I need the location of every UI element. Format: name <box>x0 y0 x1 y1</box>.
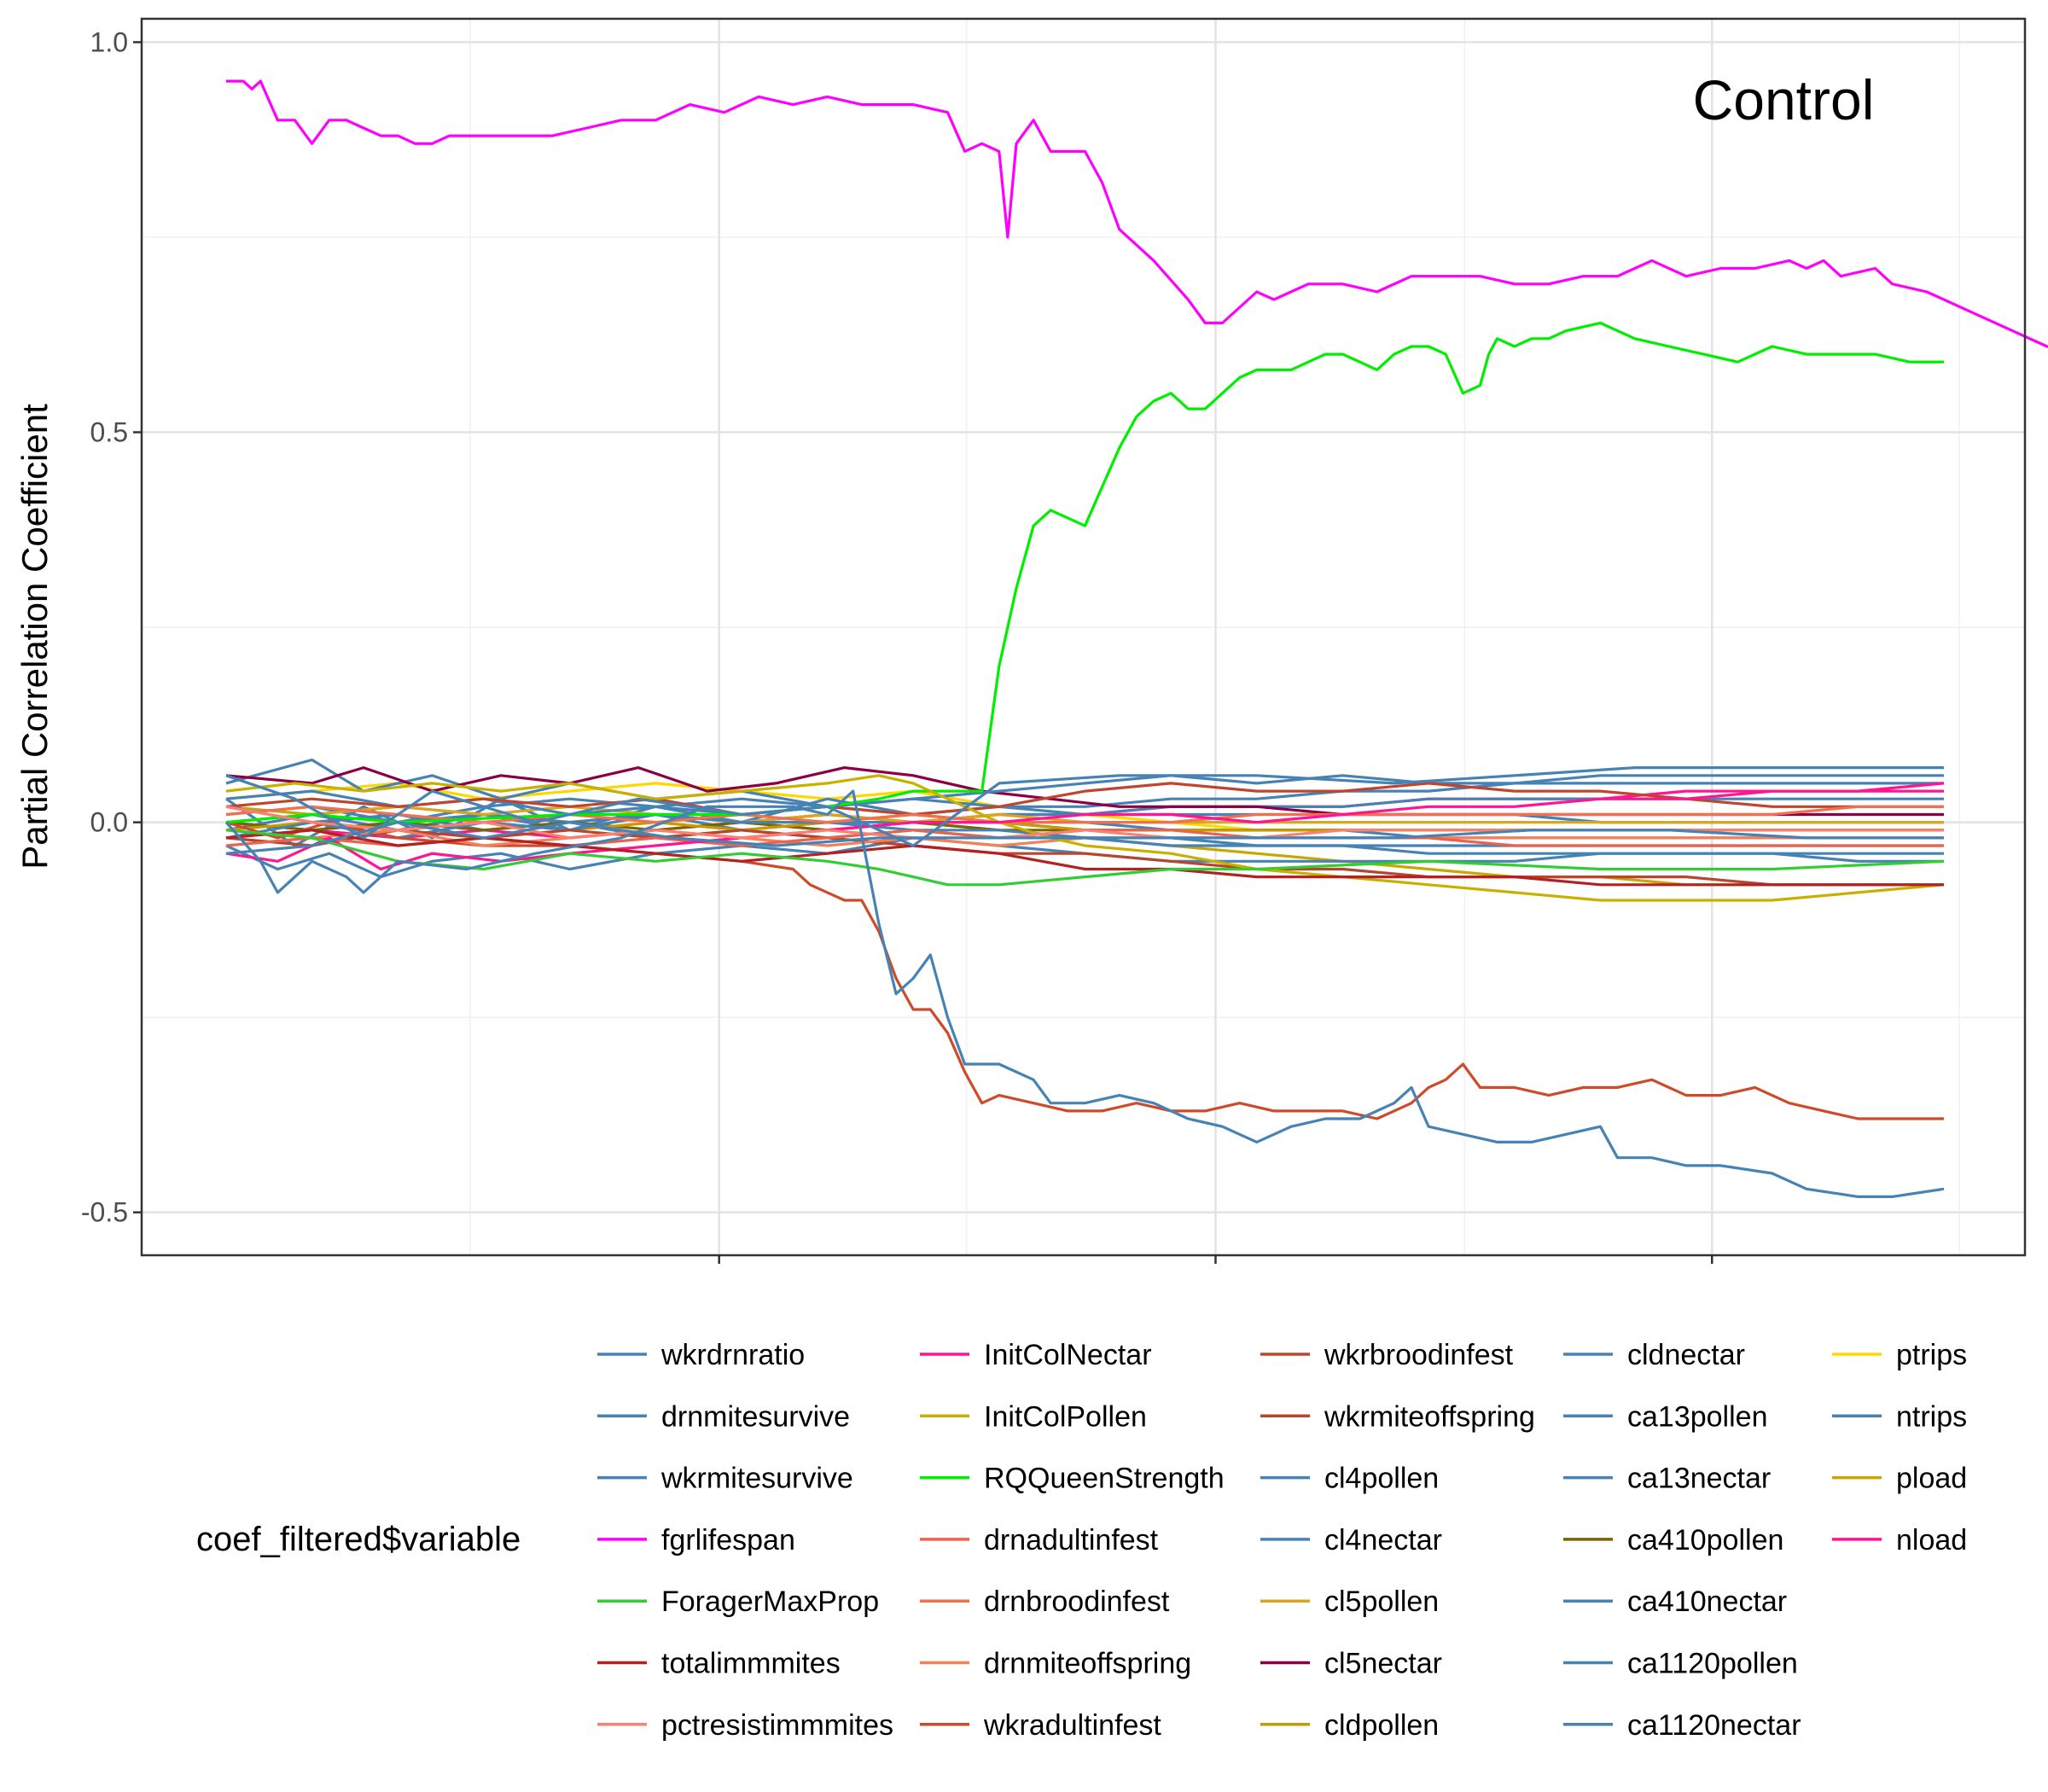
legend-label-totalimmmites: totalimmmites <box>661 1648 841 1680</box>
legend-label-wkrmitesurvive: wkrmitesurvive <box>660 1463 853 1495</box>
series-line-wkrbroodinfest <box>225 782 1944 817</box>
legend-title: coef_filtered$variable <box>196 1521 521 1558</box>
legend-label-initcolnectar: InitColNectar <box>984 1339 1152 1371</box>
panel-annotation: Control <box>1693 68 1875 131</box>
axes: -0.5 0.0 0.5 1.0 <box>81 26 1713 1264</box>
gridlines <box>142 19 2025 1255</box>
legend-label-ca13nectar: ca13nectar <box>1627 1463 1771 1495</box>
y-tick-label: 0.0 <box>90 807 128 838</box>
legend-label-drnbroodinfest: drnbroodinfest <box>984 1585 1170 1618</box>
series-line-rqqueenstrength <box>225 321 1944 824</box>
legend-label-rqqueenstrength: RQQueenStrength <box>984 1463 1225 1495</box>
series-lines <box>224 79 2048 1198</box>
legend-label-drnmitesurvive: drnmitesurvive <box>661 1400 850 1433</box>
legend-label-cl4pollen: cl4pollen <box>1324 1463 1439 1495</box>
legend-label-foragermaxprop: ForagerMaxProp <box>661 1585 879 1618</box>
legend-label-ca410pollen: ca410pollen <box>1627 1524 1783 1556</box>
series-line-wkrdrnratio <box>225 766 1944 847</box>
legend-label-ptrips: ptrips <box>1896 1339 1967 1371</box>
legend-label-drnmiteoffspring: drnmiteoffspring <box>984 1648 1191 1680</box>
legend-label-pload: pload <box>1896 1463 1967 1495</box>
series-line-fgrlifespan <box>226 79 2048 348</box>
legend-label-wkrdrnratio: wkrdrnratio <box>660 1339 805 1371</box>
legend-label-cldpollen: cldpollen <box>1324 1709 1439 1742</box>
series-line-initcolnectar <box>225 782 1945 871</box>
plot-border <box>140 17 2027 1257</box>
legend-label-ca1120pollen: ca1120pollen <box>1627 1648 1798 1680</box>
legend-label-drnadultinfest: drnadultinfest <box>984 1524 1159 1556</box>
y-axis-title: Partial Correlation Coefficient <box>15 404 55 870</box>
legend-label-wkrbroodinfest: wkrbroodinfest <box>1324 1339 1514 1371</box>
legend-label-ca410nectar: ca410nectar <box>1627 1585 1787 1618</box>
legend-label-fgrlifespan: fgrlifespan <box>661 1524 795 1556</box>
legend-label-pctresistimmmites: pctresistimmmites <box>661 1709 893 1742</box>
series-line-wkrmitesurvive <box>224 789 1945 1198</box>
y-tick-label: 1.0 <box>90 26 128 57</box>
legend-label-nload: nload <box>1896 1524 1967 1556</box>
legend-label-wkrmiteoffspring: wkrmiteoffspring <box>1324 1400 1535 1433</box>
legend-label-cldnectar: cldnectar <box>1627 1339 1745 1371</box>
legend-label-cl5nectar: cl5nectar <box>1324 1648 1442 1680</box>
legend-label-ntrips: ntrips <box>1896 1400 1967 1433</box>
legend-label-wkradultinfest: wkradultinfest <box>983 1709 1161 1742</box>
legend-label-ca1120nectar: ca1120nectar <box>1627 1709 1801 1742</box>
series-line-cl4pollen <box>225 774 1944 817</box>
series-line-drnmitesurvive <box>225 821 1944 855</box>
legend-label-cl5pollen: cl5pollen <box>1324 1585 1439 1618</box>
legend-label-ca13pollen: ca13pollen <box>1627 1400 1767 1433</box>
series-line-drnbroodinfest <box>225 805 1944 824</box>
series-line-foragermaxprop <box>225 829 1945 887</box>
legend: coef_filtered$variable wkrdrnratio drnmit… <box>196 1339 1967 1742</box>
series-line-totalimmmites <box>225 829 1944 887</box>
legend-label-cl4nectar: cl4nectar <box>1324 1524 1442 1556</box>
series-line-wkrmiteoffspring <box>225 829 1944 887</box>
y-tick-label: -0.5 <box>81 1197 128 1228</box>
y-tick-label: 0.5 <box>90 417 128 448</box>
legend-label-initcolpollen: InitColPollen <box>984 1400 1147 1433</box>
